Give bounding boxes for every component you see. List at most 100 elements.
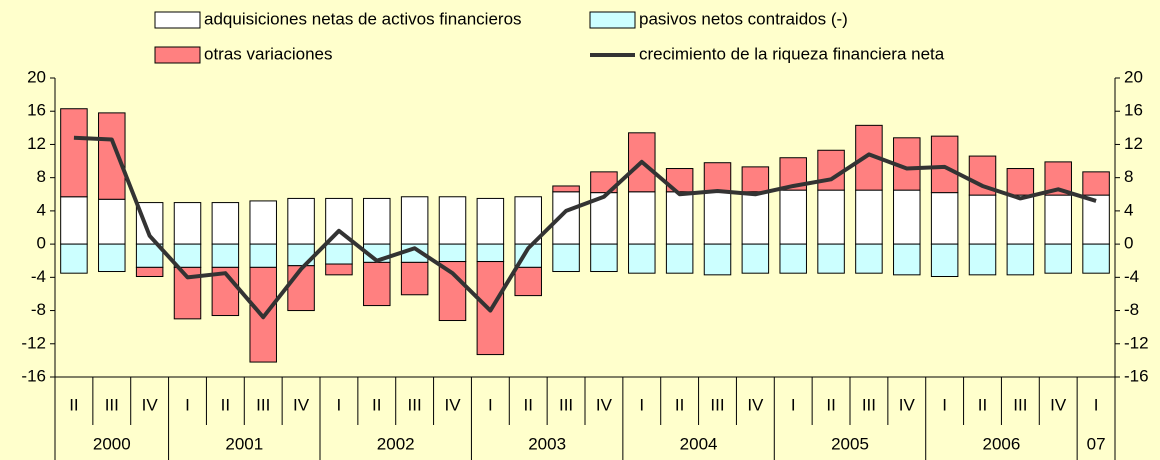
bar [703, 162, 732, 193]
y-tick-label: 8 [37, 167, 46, 186]
bar [665, 243, 694, 274]
bar [211, 202, 240, 245]
year-label: 2002 [377, 434, 415, 453]
bar [855, 243, 883, 274]
bar [173, 202, 202, 245]
bar [552, 243, 580, 273]
year-label: 2003 [528, 434, 566, 453]
x-tick-label: I [1094, 395, 1099, 414]
bar [665, 191, 694, 245]
x-tick-label: IV [293, 395, 310, 414]
bar [817, 149, 845, 191]
bar [703, 191, 732, 245]
bar [287, 197, 315, 245]
bar [211, 243, 240, 268]
x-tick-label: III [105, 395, 119, 414]
year-label: 2004 [680, 434, 718, 453]
bar [628, 243, 656, 274]
bar [930, 192, 959, 245]
bar [287, 265, 315, 312]
bar [1082, 194, 1110, 245]
x-tick-label: II [221, 395, 230, 414]
x-tick-label: III [862, 395, 876, 414]
year-label: 2000 [93, 434, 131, 453]
x-tick-label: III [559, 395, 573, 414]
x-tick-label: I [337, 395, 342, 414]
x-tick-label: II [69, 395, 78, 414]
x-tick-label: I [185, 395, 190, 414]
bar [968, 194, 997, 245]
bar [363, 197, 391, 245]
bar [817, 189, 845, 245]
y2-tick-label: -4 [1124, 267, 1139, 286]
year-label: 07 [1087, 434, 1106, 453]
x-tick-label: IV [747, 395, 764, 414]
bar [400, 261, 429, 296]
x-tick-label: II [523, 395, 532, 414]
bar [1006, 168, 1035, 196]
bar [438, 261, 467, 322]
bar [476, 197, 505, 245]
bar [438, 243, 467, 263]
bar [438, 196, 467, 245]
bar [1006, 194, 1035, 245]
bar [514, 266, 542, 297]
bar [1044, 243, 1072, 274]
bar [98, 243, 126, 273]
x-tick-label: IV [1050, 395, 1067, 414]
x-tick-label: II [826, 395, 835, 414]
bar [930, 135, 959, 194]
bar [476, 243, 505, 263]
year-label: 2006 [983, 434, 1021, 453]
y-tick-label: 12 [27, 134, 46, 153]
bar [1006, 243, 1035, 276]
bar [400, 196, 429, 245]
bar [741, 243, 770, 274]
bar [552, 185, 580, 193]
y2-tick-label: 8 [1124, 167, 1133, 186]
y2-tick-label: -12 [1124, 333, 1149, 352]
bar [741, 191, 770, 245]
y-tick-label: -8 [31, 300, 46, 319]
x-tick-label: II [675, 395, 684, 414]
bar [893, 243, 921, 276]
bar [628, 191, 656, 245]
legend-label: pasivos netos contraidos (-) [639, 9, 848, 28]
y2-tick-label: 20 [1124, 67, 1143, 86]
x-tick-label: I [942, 395, 947, 414]
x-tick-label: IV [142, 395, 159, 414]
x-tick-label: I [791, 395, 796, 414]
bar [249, 243, 277, 268]
x-tick-label: III [710, 395, 724, 414]
bar [60, 108, 88, 198]
y2-tick-label: 0 [1124, 234, 1133, 253]
x-tick-label: III [256, 395, 270, 414]
year-label: 2001 [225, 434, 263, 453]
x-tick-label: III [1013, 395, 1027, 414]
bar [60, 196, 88, 245]
bar [249, 200, 277, 245]
y2-tick-label: 16 [1124, 101, 1143, 120]
legend-label: otras variaciones [204, 44, 333, 63]
bar [363, 261, 391, 307]
bar [1044, 194, 1072, 245]
y-tick-label: 20 [27, 67, 46, 86]
x-tick-label: IV [899, 395, 916, 414]
bar [325, 263, 353, 276]
y-tick-label: -16 [21, 366, 46, 385]
x-tick-label: IV [596, 395, 613, 414]
x-tick-label: II [372, 395, 381, 414]
x-tick-label: II [978, 395, 987, 414]
bar [855, 189, 883, 245]
y2-tick-label: -16 [1124, 366, 1149, 385]
y2-tick-label: -8 [1124, 300, 1139, 319]
bar [135, 266, 164, 278]
bar [779, 243, 807, 274]
x-tick-label: III [408, 395, 422, 414]
x-tick-label: IV [444, 395, 461, 414]
bar [1082, 243, 1110, 274]
y-tick-label: 0 [37, 234, 46, 253]
bar [590, 243, 618, 273]
legend-label: adquisiciones netas de activos financier… [204, 9, 522, 28]
bar [741, 166, 770, 193]
